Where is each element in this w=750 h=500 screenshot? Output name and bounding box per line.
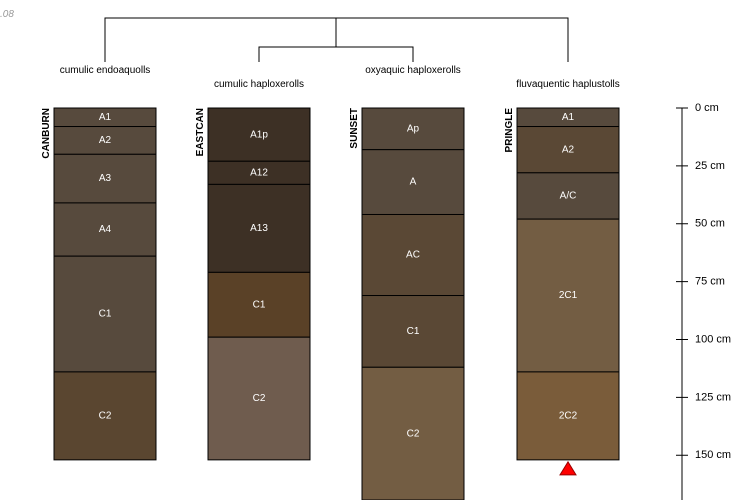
profile-pringle: A1 A2 A/C 2C1 2C2 PRINGLE — [504, 107, 620, 461]
horizon-label: 2C2 — [559, 411, 578, 422]
corner-label: .08 — [0, 9, 14, 20]
taxon-label: cumulic endoaquolls — [60, 65, 151, 76]
profile-eastcan: A1p A12 A13 C1 C2 EASTCAN — [195, 107, 311, 461]
horizon-label: C2 — [253, 393, 266, 404]
horizon-label: A2 — [562, 144, 575, 155]
horizon-c1 — [53, 255, 157, 373]
markers — [559, 460, 577, 476]
horizon-a — [361, 149, 465, 215]
horizon-ac — [361, 213, 465, 297]
horizon-label: A4 — [99, 224, 112, 235]
horizon-label: A — [410, 177, 417, 188]
depth-tick-label: 125 cm — [695, 391, 731, 403]
horizon-label: A1 — [562, 112, 575, 123]
horizon-label: 2C1 — [559, 290, 578, 301]
depth-tick-label: 100 cm — [695, 333, 731, 345]
horizon-label: A12 — [250, 167, 268, 178]
horizon-c2 — [53, 371, 157, 461]
taxon-label: oxyaquic haploxerolls — [365, 65, 461, 76]
depth-tick-label: 50 cm — [695, 218, 725, 230]
horizon-2c1 — [516, 218, 620, 373]
horizon-label: AC — [406, 250, 420, 261]
horizon-label: A1 — [99, 112, 112, 123]
horizon-label: C2 — [407, 428, 420, 439]
horizon-label: C1 — [253, 299, 266, 310]
dendrogram — [104, 17, 569, 62]
horizon-label: Ap — [407, 123, 420, 134]
depth-tick-label: 75 cm — [695, 276, 725, 288]
depth-tick-label: 0 cm — [695, 102, 719, 114]
horizon-label: C1 — [407, 326, 420, 337]
horizon-2c2 — [516, 371, 620, 461]
horizon-c2 — [207, 336, 311, 461]
horizon-a13 — [207, 183, 311, 273]
horizon-label: A13 — [250, 223, 268, 234]
taxon-label: cumulic haploxerolls — [214, 79, 304, 90]
horizon-c2 — [361, 366, 465, 500]
taxonomy-labels: cumulic endoaquolls cumulic haploxerolls o… — [60, 65, 620, 90]
marker-triangle — [559, 460, 577, 476]
horizon-ap — [361, 107, 465, 151]
horizon-label: C1 — [99, 309, 112, 320]
dendrogram-branch-3 — [258, 46, 414, 62]
profile-name: SUNSET — [349, 108, 360, 149]
depth-tick-label: 150 cm — [695, 449, 731, 461]
horizon-label: C2 — [99, 411, 112, 422]
horizon-a1p — [207, 107, 311, 162]
horizon-label: A2 — [99, 135, 112, 146]
depth-tick-label: 25 cm — [695, 160, 725, 172]
profile-name: PRINGLE — [504, 108, 515, 153]
profile-canburn: A1 A2 A3 A4 C1 C2 CANBURN — [41, 107, 157, 461]
profile-name: CANBURN — [41, 108, 52, 159]
depth-axis: 0 cm 25 cm 50 cm 75 cm 100 cm 125 cm 150 cm — [676, 102, 731, 500]
taxon-label: fluvaquentic haplustolls — [516, 79, 619, 90]
horizon-a2 — [53, 126, 157, 155]
horizon-a2 — [516, 126, 620, 174]
horizon-label: A1p — [250, 129, 268, 140]
horizon-a4 — [53, 202, 157, 257]
profile-name: EASTCAN — [195, 108, 206, 156]
horizon-c1 — [207, 271, 311, 338]
horizon-label: A/C — [560, 191, 577, 202]
horizon-a-c — [516, 172, 620, 220]
horizon-label: A3 — [99, 173, 112, 184]
profile-sunset: Ap A AC C1 C2 SUNSET — [349, 107, 465, 500]
